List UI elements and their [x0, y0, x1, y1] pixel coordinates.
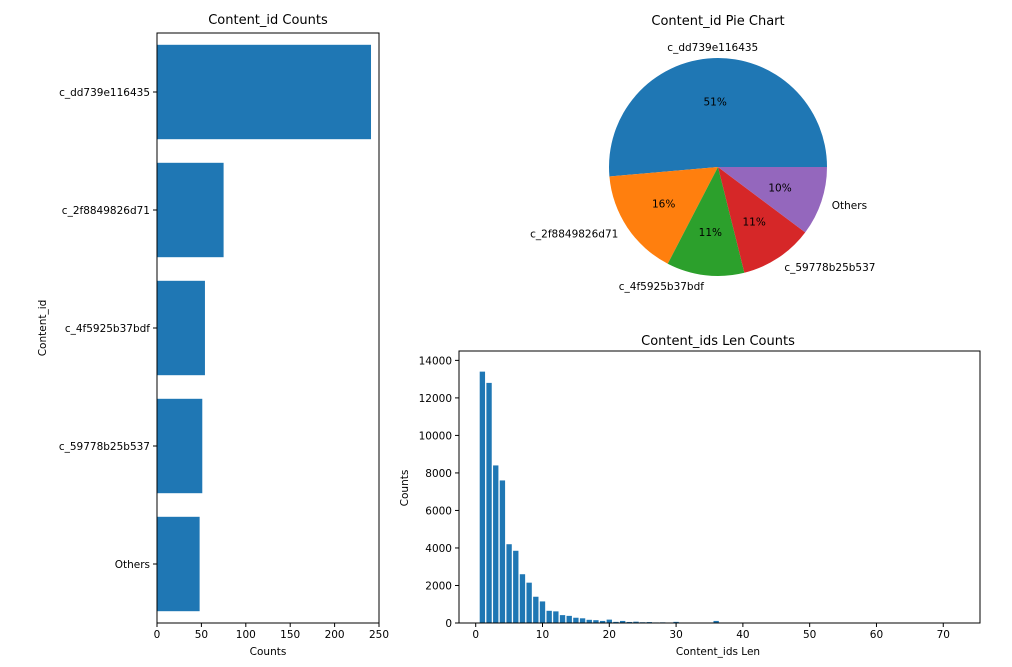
- vbar-ytick-label: 6000: [425, 505, 452, 517]
- vbar-bar: [533, 596, 539, 623]
- hbar-xtick-label: 0: [154, 629, 161, 641]
- pie-category-label: c_59778b25b537: [784, 262, 875, 274]
- vbar-bar: [499, 480, 506, 623]
- vbar-ytick-label: 2000: [425, 580, 452, 592]
- vbar-bar: [506, 544, 512, 623]
- vbar-xtick-label: 30: [669, 629, 682, 641]
- vbar-xtick-label: 50: [803, 629, 816, 641]
- vbar-bar: [573, 617, 579, 623]
- vbar-bar: [593, 620, 599, 623]
- vbar-axes-frame: [458, 350, 981, 624]
- vbar-bar: [546, 610, 552, 623]
- vbar-bar: [613, 621, 619, 623]
- vbar-ytick-label: 10000: [419, 430, 452, 442]
- hbar-bar: [157, 516, 200, 612]
- vbar-bar: [633, 621, 639, 623]
- vbar-bar: [599, 620, 606, 623]
- pie-category-label: c_dd739e116435: [667, 42, 758, 54]
- pie-slice: [718, 167, 827, 233]
- vbar-bar: [713, 620, 719, 623]
- vbar-title: Content_ids Len Counts: [641, 334, 795, 349]
- hbar-ytick-label: c_dd739e116435: [59, 87, 150, 99]
- hbar-ytick-label: c_59778b25b537: [59, 441, 150, 453]
- hbar-xtick-label: 50: [195, 629, 208, 641]
- vbar-ytick-label: 8000: [425, 468, 452, 480]
- vbar-bar: [539, 601, 546, 623]
- hbar-xtick-label: 200: [325, 629, 345, 641]
- vbar-bar: [486, 382, 492, 623]
- hbar-bar: [157, 162, 224, 258]
- hbar-title: Content_id Counts: [208, 13, 328, 28]
- vbar-bar: [673, 621, 679, 623]
- hbar-ytick-label: c_2f8849826d71: [62, 205, 150, 217]
- pie-percent-label: 10%: [768, 183, 791, 195]
- pie-percent-label: 51%: [703, 97, 726, 109]
- vbar-bar: [553, 611, 559, 623]
- vbar-bar: [606, 619, 612, 623]
- hbar-ylabel: Content_id: [37, 300, 49, 357]
- pie-percent-label: 11%: [743, 216, 766, 228]
- vbar-bar: [619, 620, 626, 623]
- vbar-xtick-label: 60: [870, 629, 883, 641]
- vbar-bar: [559, 615, 566, 623]
- pie-slice: [718, 167, 806, 273]
- vbar-bar: [519, 574, 526, 623]
- vbar-ylabel: Counts: [399, 470, 411, 507]
- hbar-bar: [157, 280, 205, 376]
- vbar-bar: [513, 550, 519, 623]
- hbar-xtick-label: 250: [369, 629, 389, 641]
- vbar-bar: [566, 615, 572, 623]
- hbar-axes-frame: [156, 32, 380, 624]
- vbar-bar: [579, 618, 586, 623]
- hbar-xtick-label: 100: [236, 629, 256, 641]
- vbar-ytick-label: 12000: [419, 393, 452, 405]
- pie-slice: [609, 167, 718, 264]
- content-ids-len-counts-chart: Content_ids Len Counts 0 10 20 30 40 50 60 70 0…: [399, 334, 981, 658]
- vbar-ytick-label: 0: [445, 618, 452, 630]
- pie-slice: [667, 167, 745, 276]
- hbar-xlabel: Counts: [250, 646, 287, 658]
- hbar-ytick-label: c_4f5925b37bdf: [65, 323, 150, 335]
- hbar-xtick-label: 150: [280, 629, 300, 641]
- pie-slice: [609, 58, 827, 177]
- pie-percent-label: 11%: [699, 227, 722, 239]
- pie-percent-label: 16%: [652, 198, 675, 210]
- pie-category-label: c_2f8849826d71: [530, 229, 618, 241]
- vbar-xtick-label: 0: [472, 629, 479, 641]
- vbar-bar: [586, 619, 592, 623]
- vbar-xtick-label: 40: [736, 629, 749, 641]
- hbar-bar: [157, 44, 372, 140]
- vbar-bar: [626, 621, 632, 623]
- vbar-ytick-label: 4000: [425, 543, 452, 555]
- vbar-xtick-label: 10: [536, 629, 549, 641]
- pie-category-label: c_4f5925b37bdf: [619, 281, 704, 293]
- content-id-pie-chart: Content_id Pie Chart 51% c_dd739e116435 16…: [530, 14, 875, 293]
- vbar-bar: [526, 582, 532, 623]
- hbar-ytick-label: Others: [115, 559, 150, 571]
- pie-title: Content_id Pie Chart: [651, 14, 784, 29]
- pie-category-label: Others: [832, 200, 867, 212]
- content-id-counts-chart: Content_id Counts c_dd739e116435 c_2f8849…: [37, 13, 389, 658]
- vbar-ytick-label: 14000: [419, 355, 452, 367]
- vbar-xlabel: Content_ids Len: [676, 646, 760, 658]
- hbar-bar: [157, 398, 203, 494]
- vbar-xtick-label: 70: [937, 629, 950, 641]
- vbar-bar: [493, 465, 499, 623]
- vbar-xtick-label: 20: [603, 629, 616, 641]
- vbar-bar: [479, 371, 486, 623]
